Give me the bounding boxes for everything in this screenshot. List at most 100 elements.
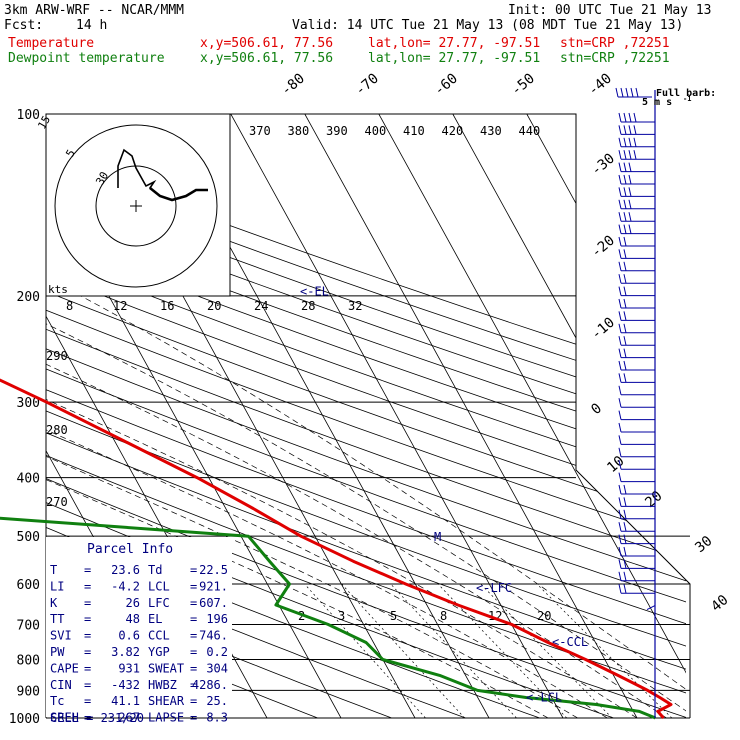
dry-adiabat-line xyxy=(46,114,686,718)
parcel-level-label: <-LFC xyxy=(476,581,512,595)
mixing-ratio-label: 8 xyxy=(440,609,447,623)
hodograph-speed-label: 24 xyxy=(254,299,268,313)
hodograph-speed-label: 12 xyxy=(113,299,127,313)
dewpoint-profile xyxy=(0,516,657,720)
pressure-tick-label: 700 xyxy=(17,618,40,633)
hodograph-speed-label: 8 xyxy=(66,299,73,313)
isotherm-label: -10 xyxy=(588,315,618,344)
parcel-row-key1: SREH xyxy=(50,711,79,725)
parcel-row-eq2: = xyxy=(190,579,197,593)
wind-barb-flag xyxy=(623,559,627,569)
parcel-level-label: <-LCL xyxy=(526,690,562,704)
dry-adiabat-line xyxy=(46,114,686,718)
isotherm-line xyxy=(304,114,638,718)
pressure-tick-label: 200 xyxy=(17,290,40,305)
parcel-levels: <-EL M <-LFC <-CCL <-LCL xyxy=(300,285,588,705)
moist-adiabat-line xyxy=(46,295,667,718)
wind-barb-flag xyxy=(618,534,622,544)
wind-barb-flag xyxy=(623,360,627,371)
isotherm-label: 40 xyxy=(708,592,731,615)
parcel-row-val1: 0.6 xyxy=(118,629,140,643)
wind-barb-flag xyxy=(618,236,622,247)
temperature-legend-name: Temperature xyxy=(8,36,95,51)
wind-barb-flag xyxy=(618,112,622,123)
hodograph-trace-bold xyxy=(149,186,208,202)
wind-barb-flag xyxy=(628,199,632,209)
hodograph-units: kts xyxy=(48,283,68,296)
wind-barb-flag xyxy=(623,236,627,247)
wind-barb-flag xyxy=(618,460,622,470)
plot-frame xyxy=(46,113,691,718)
wind-barb-tick xyxy=(646,605,656,611)
parcel-row-key1: CAPE xyxy=(50,661,79,675)
pressure-tick-label: 400 xyxy=(17,472,40,487)
dry-adiabat-line xyxy=(46,114,686,718)
parcel-row-val1: 931 xyxy=(118,661,140,675)
wind-barb-flag xyxy=(628,224,632,234)
moist-adiabats xyxy=(46,295,686,718)
dry-adiabat-line xyxy=(46,114,686,718)
parcel-row-key1: CIN xyxy=(50,678,72,692)
parcel-row-key1: K xyxy=(50,596,58,610)
wind-barb-flag xyxy=(633,150,637,160)
hodograph-speed-label: 32 xyxy=(348,299,362,313)
parcel-row-val2: 921. xyxy=(199,579,228,593)
wind-barb-flag xyxy=(623,522,627,532)
wind-barb-flag xyxy=(623,212,627,222)
dry-adiabat-line xyxy=(46,114,686,718)
parcel-row-val2: 746. xyxy=(199,629,228,643)
parcel-info-title: Parcel Info xyxy=(87,542,173,557)
hodograph-frame xyxy=(45,113,231,297)
pressure-tick-label: 100 xyxy=(17,108,40,123)
wind-barb-flag xyxy=(623,162,627,172)
wind-barb-flag xyxy=(618,348,622,358)
mixing-ratio-line xyxy=(390,583,517,718)
wind-barb-flag xyxy=(618,212,622,222)
parcel-row-key1: PW xyxy=(50,645,65,659)
wind-barb-flag xyxy=(623,336,627,346)
hodograph-ring-label: 30 xyxy=(93,170,111,188)
wind-barb-flag xyxy=(628,150,632,160)
wind-barb-flag xyxy=(633,125,637,135)
legend-barb-flag xyxy=(625,87,629,98)
parcel-row-val2: 4286. xyxy=(192,678,228,692)
moist-adiabat-line xyxy=(46,295,686,718)
legend-barb-flag xyxy=(620,87,624,98)
wind-barb-flag xyxy=(618,385,622,395)
wind-barb-flag xyxy=(623,137,627,147)
wind-barb-flag xyxy=(618,584,622,594)
wind-barb-flag xyxy=(618,472,622,482)
wind-barb-flag xyxy=(618,162,622,172)
wind-barb-flag xyxy=(618,447,622,457)
wind-barb-flag xyxy=(618,286,622,296)
dry-adiabat-line xyxy=(46,114,686,718)
wind-barb-flag xyxy=(623,174,627,185)
isotherm-line xyxy=(230,114,564,718)
wind-barb-flag xyxy=(618,274,622,284)
parcel-cell: CELL = 231/20 xyxy=(50,711,144,725)
wind-barb-flag xyxy=(618,422,622,433)
wind-barb-flag xyxy=(618,398,622,408)
forecast-label: Fcst: xyxy=(4,18,44,33)
parcel-row-val1: 3.82 xyxy=(111,645,140,659)
barb-legend-exp: -1 xyxy=(683,95,691,103)
theta-left-label: 290 xyxy=(46,349,68,363)
wind-barb-flag xyxy=(623,249,627,259)
wind-barb-flag xyxy=(618,497,622,507)
wind-barb-flag xyxy=(623,534,627,544)
theta-label: 440 xyxy=(519,124,541,138)
mixing-ratio-label: 20 xyxy=(537,609,551,623)
parcel-row-key1: Tc xyxy=(50,694,64,708)
pressure-tick-label: 300 xyxy=(17,396,40,411)
wind-barb-flag xyxy=(623,187,627,197)
parcel-row-eq1: = xyxy=(84,629,91,643)
parcel-row-key1: LI xyxy=(50,579,64,593)
pressure-tick-label: 900 xyxy=(17,684,40,699)
pressure-tick-label: 500 xyxy=(17,530,40,545)
wind-barb-flag xyxy=(618,323,622,333)
mixing-ratio-line xyxy=(341,583,465,718)
mixing-ratio-label: 3 xyxy=(338,609,345,623)
parcel-row-eq1: = xyxy=(84,596,91,610)
mixing-ratio-label: 5 xyxy=(390,609,397,623)
